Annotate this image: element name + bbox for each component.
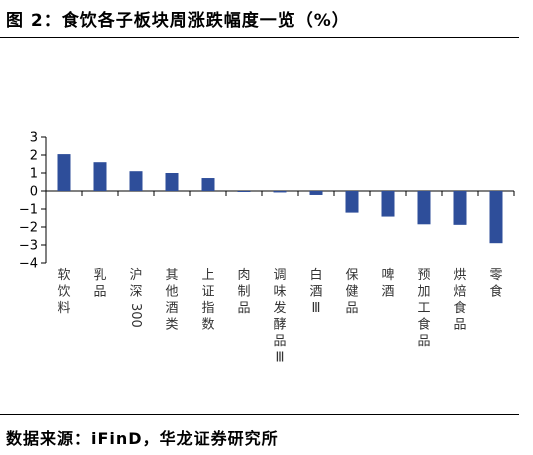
chart-title: 图 2：食饮各子板块周涨跌幅度一览（%） <box>6 11 350 31</box>
category-label: 软饮料 <box>57 268 70 316</box>
bar <box>453 191 467 225</box>
category-label: 乳品 <box>93 268 106 300</box>
bar <box>345 191 359 213</box>
bar <box>201 178 215 191</box>
category-label: 预加工食品 <box>417 268 430 349</box>
category-label: 啤酒 <box>381 268 394 300</box>
y-tick-label: −1 <box>19 203 38 218</box>
bar <box>165 173 179 191</box>
source-note: 数据来源：iFinD，华龙证券研究所 <box>6 429 279 448</box>
bar <box>489 191 503 244</box>
y-tick-label: 0 <box>30 185 38 200</box>
category-label: 上证指数 <box>201 268 214 333</box>
title-rule <box>0 37 519 38</box>
y-tick-label: 3 <box>30 131 38 146</box>
bar <box>417 191 431 225</box>
category-label: 沪深 <box>129 267 142 300</box>
category-label: 调味发酵品 Ⅲ <box>273 268 286 366</box>
y-tick-label: 2 <box>30 149 38 164</box>
bar <box>57 154 71 191</box>
chart-axes: 3 2 1 0 −1 −2 −3 −4 <box>19 131 515 272</box>
category-label: 烘焙食品 <box>453 268 466 333</box>
category-label: 保健品 <box>345 268 358 316</box>
category-label-number: 300 <box>128 303 143 328</box>
bar <box>273 191 287 193</box>
source-rule <box>0 414 519 415</box>
bar <box>129 171 143 191</box>
chart-bars <box>57 154 503 244</box>
y-tick-label: 1 <box>30 167 38 182</box>
category-label: 其他酒类 <box>165 268 178 333</box>
bar <box>381 191 395 217</box>
y-tick-label: −3 <box>19 239 38 254</box>
category-label: 零食 <box>489 268 502 300</box>
bar <box>237 191 251 192</box>
category-label: 肉制品 <box>237 268 250 316</box>
y-tick-label: −4 <box>19 257 38 272</box>
category-label: 白酒 Ⅲ <box>309 267 322 316</box>
bar <box>309 191 323 195</box>
y-tick-label: −2 <box>19 221 38 236</box>
bar <box>93 162 107 191</box>
